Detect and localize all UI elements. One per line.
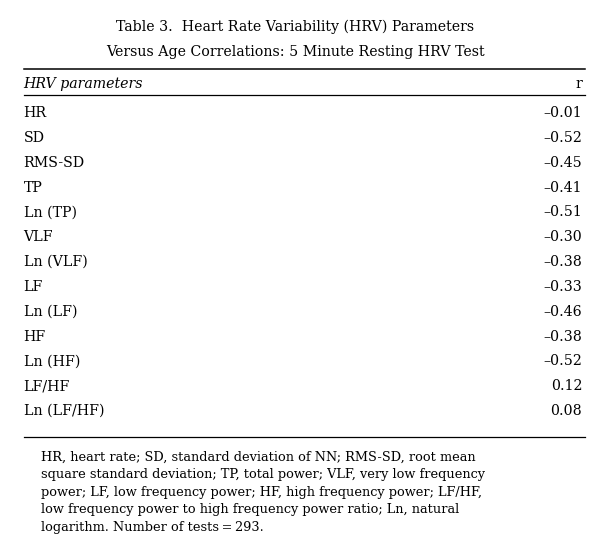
Text: RMS-SD: RMS-SD: [24, 156, 85, 169]
Text: Ln (LF): Ln (LF): [24, 305, 77, 319]
Text: –0.52: –0.52: [543, 131, 582, 145]
Text: –0.45: –0.45: [543, 156, 582, 169]
Text: 0.12: 0.12: [551, 379, 582, 393]
Text: 0.08: 0.08: [550, 404, 582, 418]
Text: r: r: [576, 77, 582, 91]
Text: –0.52: –0.52: [543, 354, 582, 368]
Text: HR: HR: [24, 106, 47, 120]
Text: HF: HF: [24, 330, 46, 343]
Text: Ln (TP): Ln (TP): [24, 205, 77, 219]
Text: –0.01: –0.01: [544, 106, 582, 120]
Text: SD: SD: [24, 131, 45, 145]
Text: Ln (LF/HF): Ln (LF/HF): [24, 404, 104, 418]
Text: TP: TP: [24, 181, 43, 194]
Text: LF: LF: [24, 280, 43, 294]
Text: Ln (VLF): Ln (VLF): [24, 255, 87, 269]
Text: Versus Age Correlations: 5 Minute Resting HRV Test: Versus Age Correlations: 5 Minute Restin…: [106, 45, 485, 59]
Text: HRV parameters: HRV parameters: [24, 77, 143, 91]
Text: HR, heart rate; SD, standard deviation of NN; RMS-SD, root mean
square standard : HR, heart rate; SD, standard deviation o…: [41, 451, 485, 534]
Text: –0.46: –0.46: [544, 305, 582, 319]
Text: –0.41: –0.41: [544, 181, 582, 194]
Text: –0.30: –0.30: [543, 230, 582, 244]
Text: –0.38: –0.38: [543, 330, 582, 343]
Text: VLF: VLF: [24, 230, 53, 244]
Text: LF/HF: LF/HF: [24, 379, 70, 393]
Text: –0.51: –0.51: [543, 205, 582, 219]
Text: –0.33: –0.33: [543, 280, 582, 294]
Text: Ln (HF): Ln (HF): [24, 354, 80, 368]
Text: Table 3.  Heart Rate Variability (HRV) Parameters: Table 3. Heart Rate Variability (HRV) Pa…: [116, 19, 475, 34]
Text: –0.38: –0.38: [543, 255, 582, 269]
